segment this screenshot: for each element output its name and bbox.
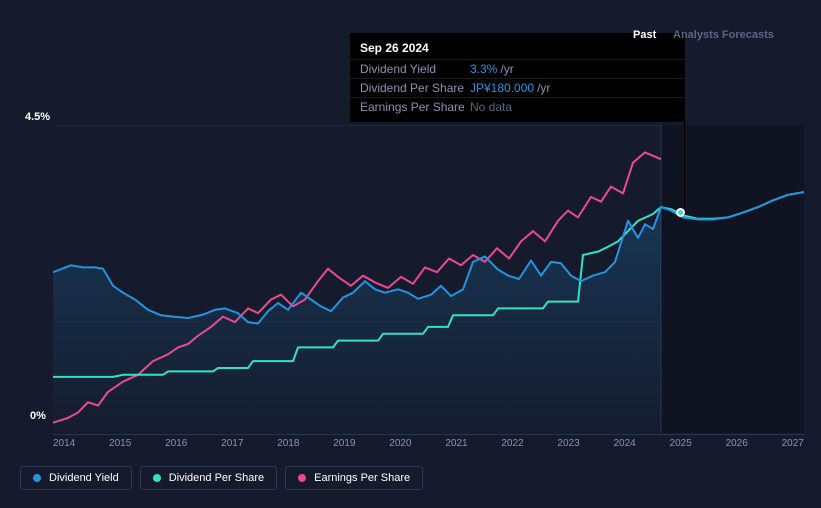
tooltip-guideline	[684, 115, 685, 215]
x-tick: 2015	[109, 438, 131, 457]
past-label: Past	[633, 29, 656, 41]
tooltip-row: Dividend Per Share JP¥180.000 /yr	[350, 78, 685, 97]
x-tick: 2018	[277, 438, 299, 457]
forecast-label: Analysts Forecasts	[673, 29, 774, 41]
dividend-chart: Sep 26 2024 Dividend Yield 3.3% /yr Divi…	[20, 15, 805, 445]
x-tick: 2019	[333, 438, 355, 457]
x-tick: 2027	[782, 438, 804, 457]
x-tick: 2016	[165, 438, 187, 457]
x-tick: 2017	[221, 438, 243, 457]
tooltip-value: 3.3%	[470, 62, 497, 76]
tooltip-key: Dividend Yield	[360, 62, 470, 76]
x-tick: 2020	[389, 438, 411, 457]
legend-item[interactable]: Dividend Per Share	[140, 466, 277, 490]
legend-label: Dividend Per Share	[169, 472, 264, 484]
chart-plot[interactable]	[53, 125, 804, 433]
tooltip-date: Sep 26 2024	[350, 39, 685, 59]
x-tick: 2025	[670, 438, 692, 457]
tooltip-value: No data	[470, 100, 512, 114]
legend-label: Dividend Yield	[49, 472, 119, 484]
legend-dot	[298, 474, 306, 482]
tooltip-row: Earnings Per Share No data	[350, 97, 685, 116]
x-tick: 2023	[557, 438, 579, 457]
x-tick: 2021	[445, 438, 467, 457]
legend-dot	[33, 474, 41, 482]
tooltip-row: Dividend Yield 3.3% /yr	[350, 59, 685, 78]
tooltip: Sep 26 2024 Dividend Yield 3.3% /yr Divi…	[350, 33, 685, 122]
x-tick: 2022	[501, 438, 523, 457]
legend-dot	[153, 474, 161, 482]
legend: Dividend Yield Dividend Per Share Earnings…	[20, 466, 423, 490]
x-tick: 2014	[53, 438, 75, 457]
legend-label: Earnings Per Share	[314, 472, 410, 484]
x-tick: 2026	[726, 438, 748, 457]
y-axis-min: 0%	[30, 410, 46, 422]
tooltip-suffix: /yr	[500, 62, 513, 76]
y-axis-max: 4.5%	[25, 111, 50, 123]
tooltip-key: Dividend Per Share	[360, 81, 470, 95]
x-axis: 2014 2015 2016 2017 2018 2019 2020 2021 2022 2023…	[53, 434, 804, 454]
x-tick: 2024	[613, 438, 635, 457]
tooltip-value: JP¥180.000	[470, 81, 534, 95]
legend-item[interactable]: Earnings Per Share	[285, 466, 423, 490]
legend-item[interactable]: Dividend Yield	[20, 466, 132, 490]
tooltip-marker	[676, 208, 685, 217]
tooltip-key: Earnings Per Share	[360, 100, 470, 114]
tooltip-suffix: /yr	[537, 81, 550, 95]
